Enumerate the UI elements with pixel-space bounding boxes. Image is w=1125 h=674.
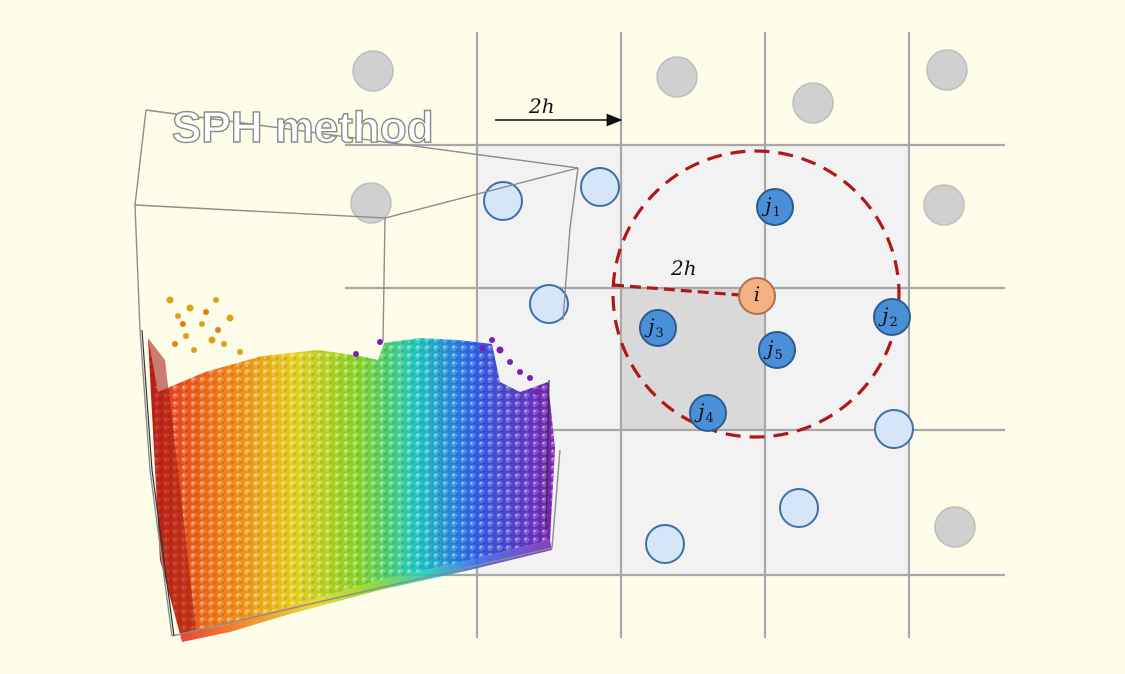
far-particle <box>656 56 698 98</box>
far-particle <box>350 182 392 224</box>
fluid-simulation-render <box>134 109 579 642</box>
candidate-particle <box>645 524 685 564</box>
neighbor-label-sub: 2 <box>889 315 898 330</box>
far-particle <box>352 50 394 92</box>
particle-i-label: i <box>754 284 760 304</box>
far-particle <box>923 184 965 226</box>
candidate-particle <box>483 181 523 221</box>
neighbor-particle-j3 <box>639 309 677 347</box>
far-particles <box>350 49 976 548</box>
particle-i <box>738 277 776 315</box>
radius-label: 2h <box>671 256 697 280</box>
neighbor-particles <box>639 188 911 432</box>
neighbor-label-j4: j4 <box>698 401 713 425</box>
neighbor-label-base: j <box>882 303 889 327</box>
far-particle <box>926 49 968 91</box>
far-particle <box>934 506 976 548</box>
spacing-label: 2h <box>529 94 555 118</box>
neighbor-label-j2: j2 <box>882 305 897 329</box>
neighbor-label-base: j <box>765 193 772 217</box>
neighbor-particle-j1 <box>756 188 794 226</box>
neighbor-particle-j4 <box>689 394 727 432</box>
title-text: SPH method <box>172 103 434 152</box>
neighbor-label-base: j <box>698 399 705 423</box>
neighbor-label-sub: 1 <box>772 205 781 220</box>
neighbor-label-sub: 4 <box>705 411 714 426</box>
neighbor-label-base: j <box>648 314 655 338</box>
neighbor-label-base: j <box>767 336 774 360</box>
neighbor-label-sub: 5 <box>774 348 783 363</box>
candidate-particle <box>529 284 569 324</box>
neighbor-label-j3: j3 <box>648 316 663 340</box>
neighbor-particle-j5 <box>758 331 796 369</box>
neighbor-particle-j2 <box>873 298 911 336</box>
radius-line <box>612 283 753 298</box>
neighbor-label-j1: j1 <box>765 195 780 219</box>
candidate-particle <box>580 167 620 207</box>
candidate-particle <box>874 409 914 449</box>
neighbor-label-sub: 3 <box>655 326 664 341</box>
far-particle <box>792 82 834 124</box>
particle-i-label-base: i <box>753 282 761 306</box>
neighbor-label-j5: j5 <box>767 338 782 362</box>
support-domain-circle <box>611 149 901 439</box>
candidate-particles <box>483 167 914 564</box>
candidate-particle <box>779 488 819 528</box>
